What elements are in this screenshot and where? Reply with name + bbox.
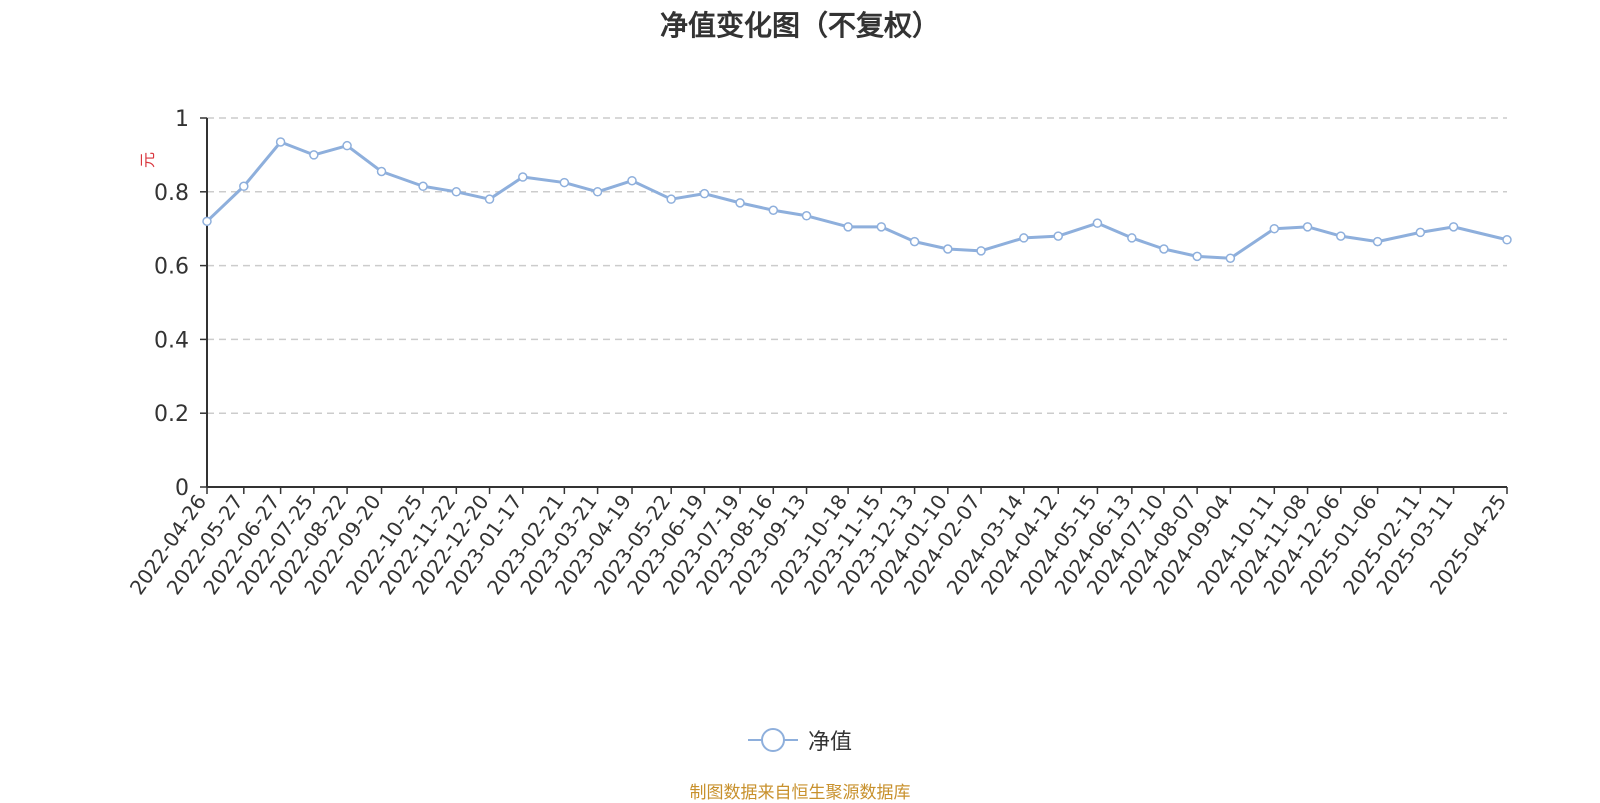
data-point[interactable] [666, 194, 676, 204]
data-point[interactable] [1269, 223, 1280, 234]
data-point[interactable] [1225, 253, 1236, 263]
y-tick-label: 0.8 [154, 181, 189, 206]
data-point[interactable] [1127, 233, 1137, 243]
data-point[interactable] [768, 205, 779, 215]
y-tick-label: 0.6 [154, 255, 189, 280]
y-tick-label: 0.2 [154, 402, 189, 427]
data-point[interactable] [418, 181, 428, 192]
x-tick-labels: 2022-04-262022-05-272022-06-272022-07-25… [125, 490, 1511, 599]
y-tick-label: 0 [175, 476, 189, 501]
axes [200, 117, 1508, 494]
data-point[interactable] [342, 140, 352, 151]
data-point[interactable] [943, 244, 953, 254]
data-point[interactable] [1092, 218, 1103, 228]
y-tick-label: 0.4 [154, 328, 189, 353]
data-point[interactable] [976, 246, 986, 256]
data-point[interactable] [1372, 236, 1383, 247]
data-point[interactable] [843, 222, 853, 232]
data-point[interactable] [699, 188, 710, 199]
data-point[interactable] [451, 187, 462, 197]
data-point[interactable] [592, 187, 603, 197]
data-point[interactable] [1415, 227, 1426, 238]
data-point[interactable] [876, 222, 887, 232]
data-point[interactable] [627, 175, 637, 186]
data-point[interactable] [275, 137, 286, 147]
data-point[interactable] [518, 172, 528, 182]
data-point[interactable] [1019, 233, 1029, 243]
data-point[interactable] [1159, 244, 1169, 254]
data-point[interactable] [1502, 235, 1512, 245]
y-tick-labels: 0 0.2 0.4 0.6 0.8 1 [154, 107, 189, 501]
grid-lines [207, 117, 1507, 414]
data-point[interactable] [1336, 231, 1346, 241]
data-point[interactable] [559, 177, 570, 188]
chart-title: 净值变化图（不复权） [659, 9, 940, 42]
y-tick-label: 1 [175, 107, 189, 132]
y-axis-label: 元 [138, 152, 157, 168]
legend-series-name: 净值 [808, 730, 853, 755]
data-point[interactable] [239, 181, 249, 192]
data-point[interactable] [1302, 222, 1313, 232]
series-layer [202, 137, 1512, 263]
series-line [205, 140, 1508, 260]
legend-marker-icon [748, 728, 798, 752]
data-point[interactable] [801, 211, 812, 221]
data-point[interactable] [309, 150, 319, 160]
data-point[interactable] [1053, 231, 1063, 241]
data-point[interactable] [735, 198, 745, 208]
data-point[interactable] [484, 194, 495, 204]
data-point[interactable] [376, 166, 387, 177]
data-source-note: 制图数据来自恒生聚源数据库 [689, 783, 911, 803]
data-point[interactable] [1192, 251, 1202, 262]
data-point[interactable] [909, 236, 920, 247]
data-point[interactable] [1448, 222, 1459, 232]
legend[interactable]: 净值 [748, 722, 852, 758]
data-point[interactable] [202, 216, 212, 227]
